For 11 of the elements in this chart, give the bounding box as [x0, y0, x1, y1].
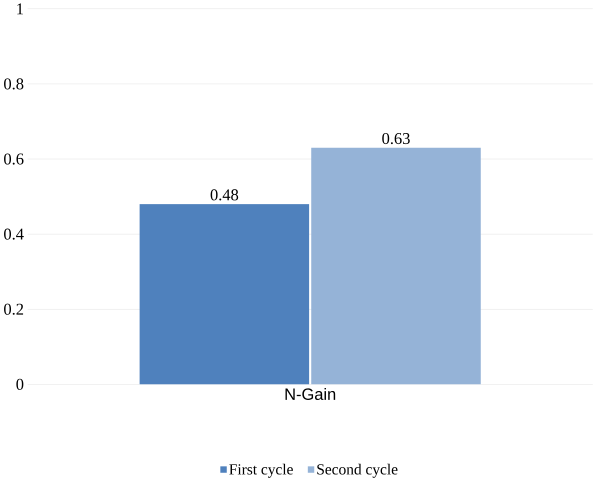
- legend-label: First cycle: [229, 464, 293, 478]
- x-tick-label: N-Gain: [286, 388, 336, 400]
- y-tick-label: 0: [16, 378, 24, 390]
- legend-label: Second cycle: [317, 464, 398, 478]
- y-tick-label: 0.4: [4, 228, 24, 240]
- y-tick-label: 0.2: [4, 304, 24, 315]
- data-label: 0.63: [382, 132, 410, 144]
- data-label: 0.48: [210, 189, 238, 200]
- y-tick-label: 1: [17, 3, 23, 14]
- y-tick-label: 0.8: [4, 78, 24, 90]
- y-tick-label: 0.6: [4, 153, 24, 165]
